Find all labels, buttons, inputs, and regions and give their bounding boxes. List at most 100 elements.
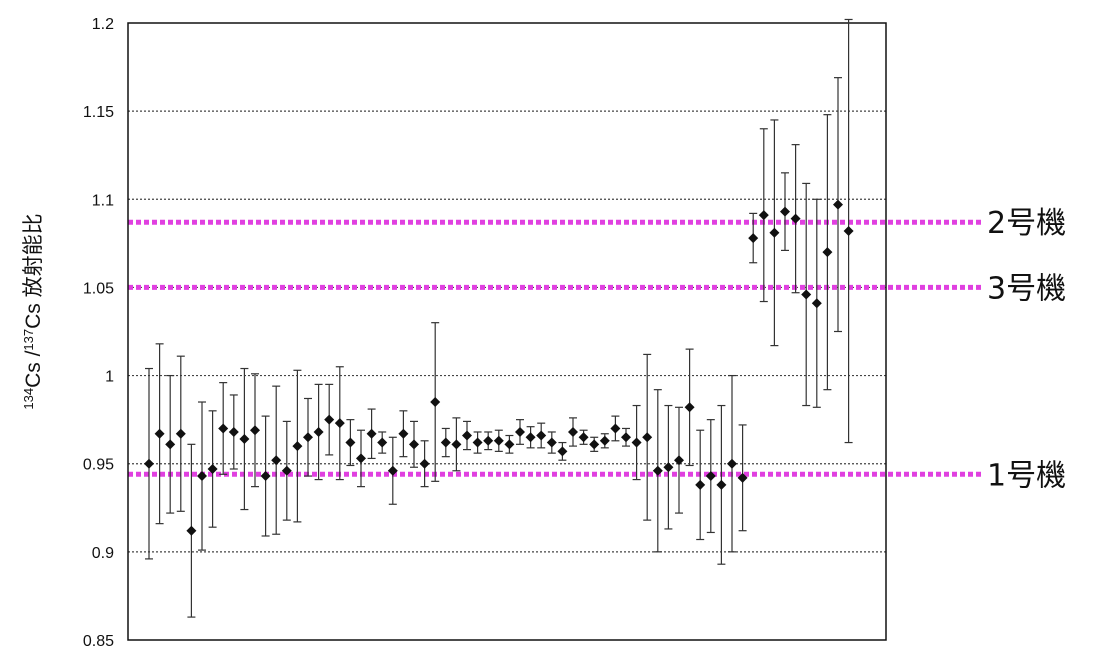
y-label-base-2: Cs [22, 303, 45, 329]
y-tick-label: 1 [105, 369, 114, 386]
data-marker [769, 227, 780, 238]
data-point-4 [175, 355, 186, 512]
data-point-48 [642, 353, 653, 521]
y-tick-label: 0.95 [83, 457, 114, 474]
data-marker [801, 289, 812, 300]
data-point-63 [801, 182, 812, 407]
data-point-9 [228, 394, 239, 470]
data-marker [811, 298, 822, 309]
data-point-3 [165, 374, 176, 514]
y-axis-label: 134Cs /137Cs 放射能比 [21, 213, 46, 409]
data-point-57 [737, 424, 748, 532]
data-marker [377, 437, 388, 448]
data-marker [345, 437, 356, 448]
data-point-25 [398, 410, 409, 458]
data-marker [790, 213, 801, 224]
data-marker [366, 428, 377, 439]
data-marker [387, 465, 398, 476]
data-marker [833, 199, 843, 210]
data-point-65 [822, 114, 833, 391]
data-point-52 [684, 348, 695, 467]
data-point-32 [472, 431, 483, 454]
data-marker [472, 437, 483, 448]
data-marker [716, 479, 727, 490]
data-point-20 [345, 419, 356, 467]
data-point-18 [324, 383, 335, 456]
y-tick-label: 1.1 [92, 192, 114, 209]
data-marker [758, 210, 769, 221]
data-points [144, 18, 854, 618]
data-marker [175, 428, 186, 439]
data-point-12 [260, 415, 271, 537]
data-marker [663, 462, 674, 473]
data-marker [705, 471, 716, 482]
data-marker [281, 465, 292, 476]
data-marker [334, 418, 345, 429]
data-point-5 [186, 443, 197, 618]
data-marker [589, 439, 600, 450]
data-marker [546, 437, 557, 448]
y-tick-label: 0.85 [83, 633, 114, 650]
data-point-47 [631, 404, 642, 481]
data-point-36 [515, 419, 525, 445]
data-point-42 [578, 429, 589, 445]
data-point-11 [250, 373, 260, 488]
data-marker [292, 441, 303, 452]
data-point-13 [271, 385, 282, 535]
data-marker [525, 432, 536, 443]
data-point-49 [652, 389, 663, 553]
data-marker [727, 458, 737, 469]
data-point-16 [303, 397, 313, 477]
data-point-33 [483, 431, 494, 451]
data-marker [462, 430, 472, 441]
data-point-53 [695, 429, 706, 541]
data-point-7 [207, 410, 218, 528]
data-point-27 [419, 440, 430, 488]
data-marker [780, 206, 790, 217]
data-point-39 [546, 431, 557, 454]
data-point-56 [727, 374, 737, 553]
data-marker [568, 426, 578, 437]
data-marker [737, 472, 748, 483]
data-point-60 [769, 119, 780, 347]
data-marker [748, 233, 759, 244]
data-point-10 [239, 367, 250, 511]
data-marker [218, 423, 229, 434]
data-point-44 [599, 433, 610, 449]
y-tick-label: 1.15 [83, 104, 114, 121]
data-marker [228, 426, 239, 437]
y-label-base-1: Cs [22, 362, 45, 388]
y-label-sup-2: 137 [21, 329, 36, 351]
data-marker [356, 453, 366, 464]
data-marker [504, 439, 515, 450]
data-point-30 [451, 417, 462, 472]
data-marker [398, 428, 409, 439]
data-marker [621, 432, 631, 443]
data-point-64 [811, 198, 822, 408]
data-point-22 [366, 408, 377, 460]
data-point-1 [144, 367, 154, 560]
data-marker [419, 458, 430, 469]
data-point-23 [377, 431, 388, 454]
data-marker [239, 434, 250, 445]
data-point-58 [748, 212, 759, 264]
data-point-41 [568, 417, 578, 447]
data-point-26 [409, 420, 419, 468]
reference-line-label: 3号機 [987, 271, 1066, 306]
data-marker [186, 525, 197, 536]
data-point-21 [356, 429, 366, 488]
reference-line-label: 1号機 [987, 458, 1066, 493]
data-point-37 [525, 426, 536, 449]
data-marker [695, 479, 706, 490]
data-marker [144, 458, 154, 469]
y-label-sup-1: 134 [21, 388, 36, 410]
data-marker [430, 397, 441, 408]
y-tick-label: 0.9 [92, 545, 114, 562]
data-point-54 [705, 419, 716, 534]
data-point-61 [780, 172, 790, 252]
data-marker [599, 435, 610, 446]
data-marker [642, 432, 653, 443]
data-marker [493, 435, 504, 446]
data-point-8 [218, 382, 229, 475]
